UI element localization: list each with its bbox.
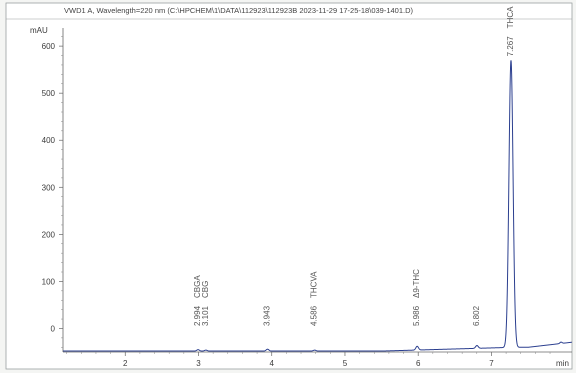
x-tick-label: 6 xyxy=(416,359,421,368)
x-tick-label: 5 xyxy=(343,359,348,368)
peak-compound-label: Δ9-THC xyxy=(412,269,421,298)
x-tick-label: 3 xyxy=(196,359,201,368)
x-tick-label: 4 xyxy=(270,359,275,368)
peak-retention-time-label: 7.267 xyxy=(506,36,515,57)
chart-frame xyxy=(5,2,573,370)
x-tick-label: 7 xyxy=(489,359,494,368)
peak-retention-time-label: 5.986 xyxy=(412,305,421,326)
y-tick-label: 500 xyxy=(42,89,56,98)
y-tick-label: 0 xyxy=(51,324,56,333)
trace-layer xyxy=(63,60,572,352)
peak-compound-label: THCA xyxy=(506,6,515,28)
x-axis-unit-label: min xyxy=(556,359,569,368)
y-tick-label: 100 xyxy=(42,277,56,286)
peak-compound-label: CBGA xyxy=(193,275,202,298)
y-tick-label: 600 xyxy=(42,42,56,51)
peak-retention-time-label: 4.586 xyxy=(310,305,319,326)
y-tick-label: 200 xyxy=(42,230,56,239)
x-tick-label: 2 xyxy=(123,359,128,368)
peak-compound-label: CBG xyxy=(201,281,210,298)
y-tick-label: 300 xyxy=(42,183,56,192)
chart-title: VWD1 A, Wavelength=220 nm (C:\HPCHEM\1\D… xyxy=(64,6,414,15)
y-axis-label: mAU xyxy=(30,26,48,35)
chromatogram-trace xyxy=(63,60,572,352)
peak-compound-label: THCVA xyxy=(310,271,319,298)
peak-retention-time-label: 6.802 xyxy=(472,305,481,326)
peak-retention-time-label: 3.101 xyxy=(201,305,210,326)
peak-retention-time-label: 3.943 xyxy=(263,305,272,326)
y-tick-label: 400 xyxy=(42,136,56,145)
axes-group: 0 100 200 300 400 500 600 2 3 4 5 6 7 xyxy=(42,28,572,368)
peak-label-group: 2.994 CBGA 3.101 CBG 3.943 4.586 THCVA 5.986 Δ9-… xyxy=(193,6,515,326)
peak-retention-time-label: 2.994 xyxy=(193,305,202,326)
